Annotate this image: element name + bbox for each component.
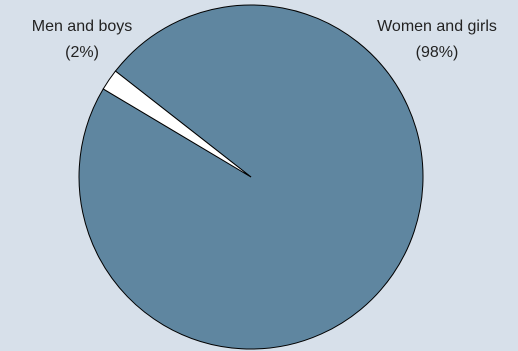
slice-men-and-boys [102, 70, 252, 178]
pie-slices [78, 4, 424, 350]
slice-women-and-girls [78, 4, 424, 350]
label-men-and-boys: Men and boys [32, 18, 133, 35]
label-women-and-girls: Women and girls [377, 18, 497, 35]
value-women-and-girls: (98%) [416, 44, 459, 61]
value-men-and-boys: (2%) [65, 44, 99, 61]
